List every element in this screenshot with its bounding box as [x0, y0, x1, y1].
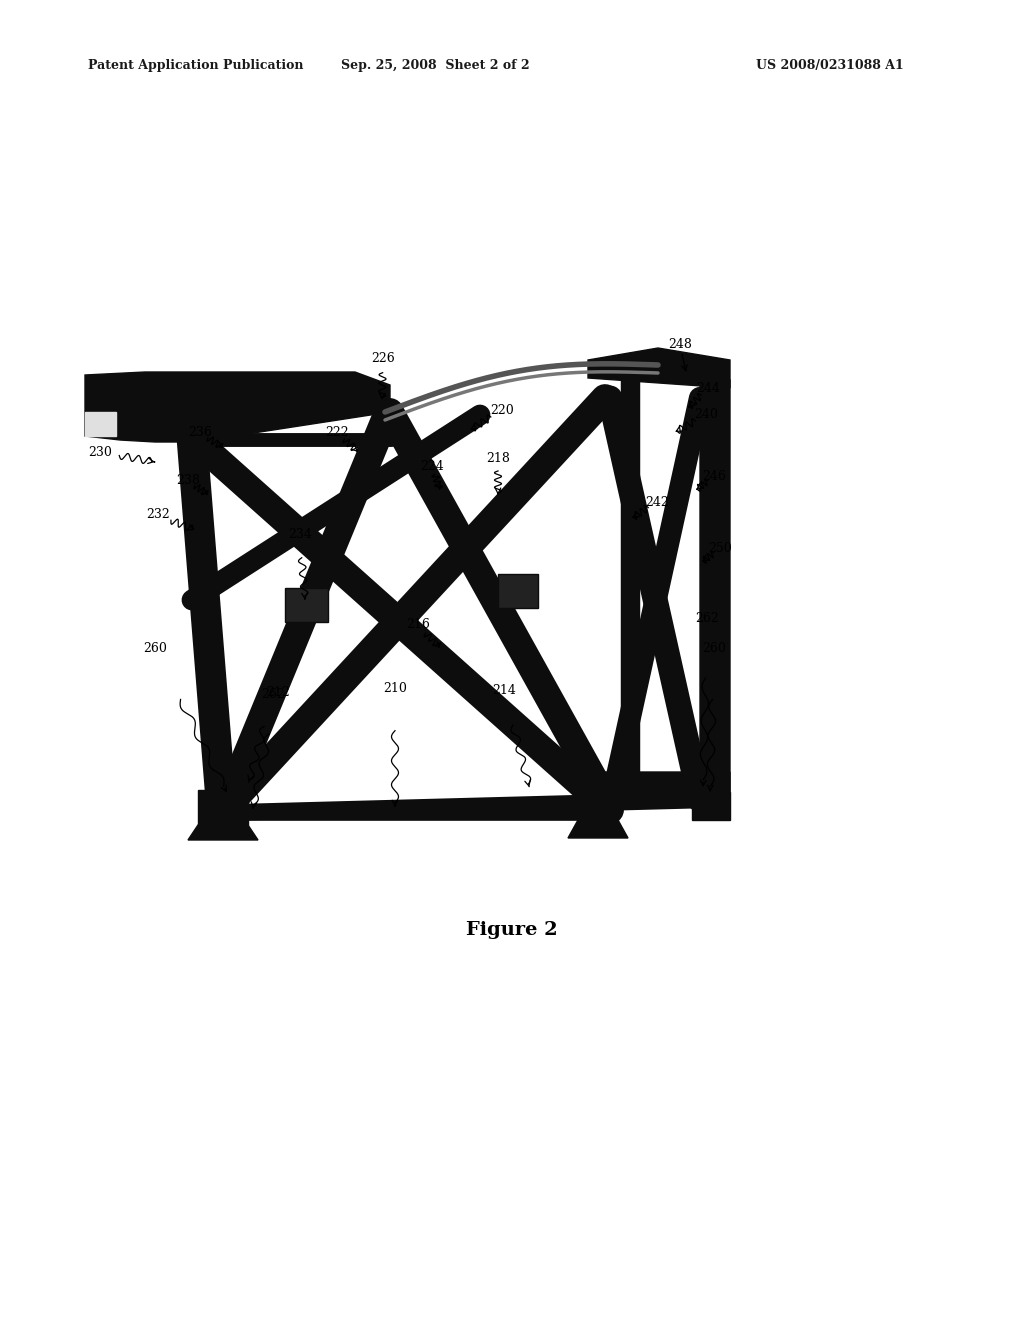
Text: 218: 218 [486, 451, 510, 465]
Text: 210: 210 [383, 681, 407, 694]
Text: 250: 250 [709, 541, 732, 554]
Text: 236: 236 [188, 425, 212, 438]
Polygon shape [285, 587, 328, 622]
Polygon shape [578, 789, 618, 820]
Text: Figure 2: Figure 2 [466, 921, 558, 939]
Text: 248: 248 [668, 338, 692, 351]
Text: 232: 232 [146, 508, 170, 521]
Text: Sep. 25, 2008  Sheet 2 of 2: Sep. 25, 2008 Sheet 2 of 2 [341, 58, 529, 71]
Text: 262: 262 [261, 689, 285, 701]
Text: 244: 244 [696, 381, 720, 395]
Polygon shape [85, 412, 116, 436]
Text: 240: 240 [694, 408, 718, 421]
Text: 238: 238 [176, 474, 200, 487]
Polygon shape [692, 792, 730, 820]
Text: US 2008/0231088 A1: US 2008/0231088 A1 [756, 58, 904, 71]
Text: Patent Application Publication: Patent Application Publication [88, 58, 303, 71]
Polygon shape [498, 574, 538, 609]
Text: 246: 246 [702, 470, 726, 483]
Text: 226: 226 [371, 351, 395, 364]
Polygon shape [588, 348, 730, 388]
Polygon shape [588, 772, 730, 808]
Polygon shape [90, 378, 145, 399]
Polygon shape [85, 372, 390, 442]
Text: 260: 260 [143, 642, 167, 655]
Text: 220: 220 [490, 404, 514, 417]
Text: 216: 216 [407, 619, 430, 631]
Text: 222: 222 [326, 425, 349, 438]
Text: 212: 212 [266, 685, 290, 698]
Text: 214: 214 [493, 684, 516, 697]
Polygon shape [188, 825, 258, 840]
Polygon shape [568, 820, 628, 838]
Text: 234: 234 [288, 528, 312, 541]
Text: 260: 260 [702, 642, 726, 655]
Text: 224: 224 [420, 459, 443, 473]
Text: 230: 230 [88, 446, 112, 458]
Polygon shape [652, 358, 730, 808]
Text: 262: 262 [695, 611, 719, 624]
Text: 242: 242 [645, 495, 669, 508]
Polygon shape [198, 789, 248, 825]
